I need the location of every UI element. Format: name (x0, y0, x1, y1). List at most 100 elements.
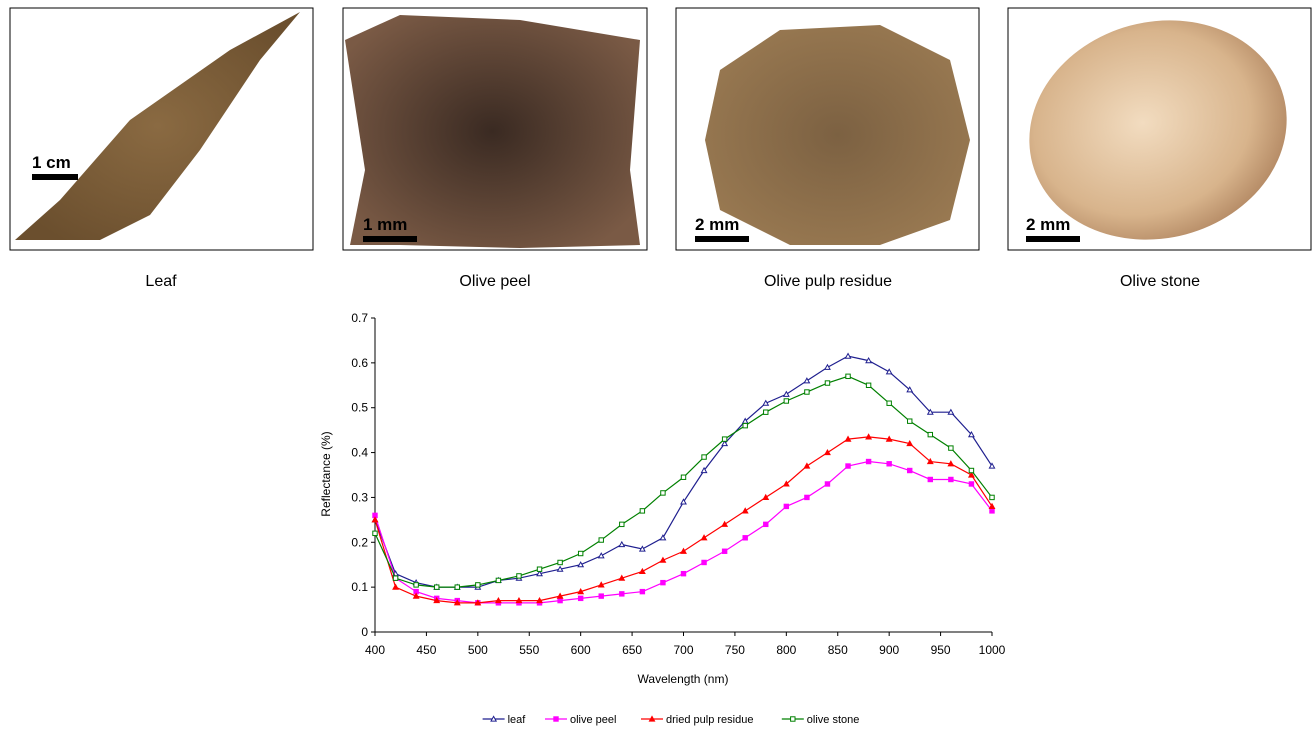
marker (782, 390, 790, 397)
marker (783, 503, 790, 510)
leaf-photo (15, 12, 300, 240)
marker (742, 422, 748, 429)
marker (680, 570, 687, 577)
y-tick-label: 0.1 (351, 580, 368, 594)
marker (659, 534, 667, 541)
y-tick-label: 0.3 (351, 490, 368, 504)
marker (701, 559, 707, 566)
marker (536, 566, 543, 572)
x-tick-label: 650 (622, 643, 642, 657)
marker (721, 548, 728, 554)
legend-label: olive stone (807, 714, 860, 726)
pulp-photo (705, 25, 970, 245)
scale-label: 2 mm (1026, 215, 1070, 234)
x-tick-label: 750 (725, 643, 745, 657)
y-tick-label: 0.5 (351, 401, 368, 415)
marker (865, 458, 872, 465)
marker (926, 408, 934, 415)
marker (680, 547, 687, 554)
marker (804, 494, 810, 501)
marker (619, 521, 625, 528)
marker (638, 567, 646, 575)
marker (413, 582, 419, 588)
x-tick-label: 850 (828, 643, 848, 657)
marker (495, 577, 502, 584)
legend-marker (490, 715, 498, 722)
marker (947, 460, 955, 467)
marker (968, 467, 975, 474)
marker (638, 545, 646, 552)
marker (906, 386, 914, 393)
marker (885, 368, 893, 375)
marker (804, 389, 810, 395)
marker (536, 570, 543, 577)
marker (844, 352, 852, 359)
series-line (374, 375, 993, 588)
x-tick-label: 1000 (979, 643, 1006, 657)
marker (989, 508, 995, 514)
marker (433, 596, 441, 604)
marker (660, 579, 666, 586)
marker (475, 582, 481, 588)
legend-marker (553, 716, 559, 722)
y-tick-label: 0.6 (351, 356, 368, 370)
panel-caption: Leaf (145, 273, 177, 290)
x-tick-label: 500 (468, 643, 488, 657)
marker (783, 398, 790, 404)
marker (967, 471, 975, 478)
marker (680, 474, 687, 480)
legend-label: dried pulp residue (666, 714, 753, 726)
marker (989, 494, 995, 501)
marker (845, 463, 851, 469)
marker (803, 377, 811, 384)
x-axis-title: Wavelength (nm) (638, 672, 729, 686)
marker (947, 408, 955, 415)
panel-caption: Olive peel (459, 273, 530, 290)
marker (824, 380, 831, 386)
marker (886, 461, 892, 467)
y-tick-label: 0 (361, 625, 368, 639)
marker (660, 490, 666, 496)
series-line (374, 436, 993, 604)
marker (865, 382, 872, 388)
panel-caption: Olive pulp residue (764, 273, 892, 290)
marker (782, 480, 790, 487)
marker (516, 573, 522, 579)
marker (742, 535, 748, 541)
panel-caption: Olive stone (1120, 273, 1200, 290)
marker (824, 363, 831, 370)
marker (557, 559, 563, 566)
photo-panels: 1 cm 1 mm 2 mm 2 mm Leaf Olive peel Oliv… (9, 7, 1312, 290)
marker (618, 540, 626, 548)
marker (907, 467, 913, 474)
marker (763, 521, 769, 528)
marker (700, 466, 708, 474)
marker (577, 561, 585, 568)
marker (618, 574, 626, 581)
scale-label: 1 cm (32, 153, 71, 172)
marker (865, 433, 873, 440)
marker (597, 552, 605, 559)
x-tick-label: 450 (416, 643, 436, 657)
marker (741, 507, 749, 514)
marker (639, 588, 646, 595)
y-axis-title: Reflectance (%) (319, 431, 333, 516)
marker (392, 575, 399, 581)
chart: Wavelength (nm) Reflectance (%) 0 0.1 0.2 0… (319, 311, 1006, 726)
marker (824, 481, 831, 487)
marker (907, 418, 913, 424)
marker (988, 462, 996, 469)
marker (597, 581, 605, 588)
scale-label: 1 mm (363, 215, 407, 234)
marker (556, 592, 564, 599)
legend-marker (648, 715, 656, 722)
marker (494, 596, 502, 604)
marker (515, 596, 523, 604)
y-tick-label: 0.2 (351, 535, 368, 549)
marker (598, 593, 604, 599)
marker (577, 550, 584, 557)
marker (948, 445, 954, 451)
marker (886, 400, 892, 406)
